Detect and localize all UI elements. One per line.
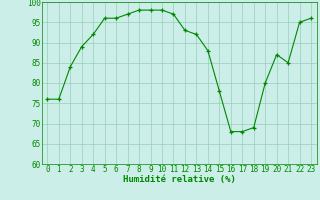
X-axis label: Humidité relative (%): Humidité relative (%) (123, 175, 236, 184)
